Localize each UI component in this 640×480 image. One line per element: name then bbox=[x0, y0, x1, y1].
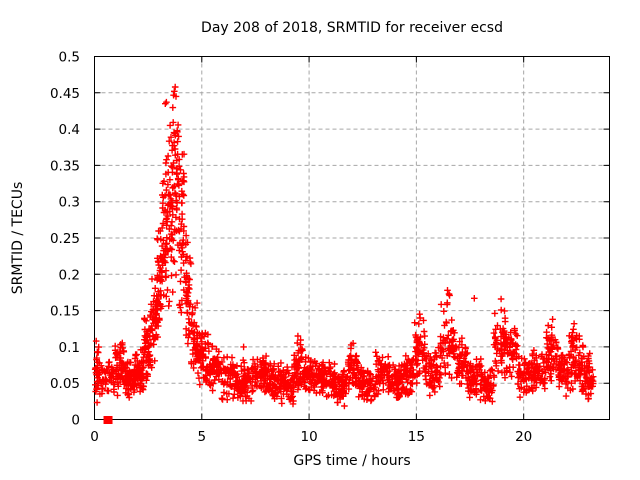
y-tick-label: 0.1 bbox=[59, 340, 80, 356]
filled-square-marker bbox=[103, 416, 113, 424]
x-axis-label: GPS time / hours bbox=[293, 453, 410, 469]
scatter-points bbox=[91, 83, 597, 424]
y-axis-label: SRMTID / TECUs bbox=[10, 182, 26, 295]
x-tick-label: 0 bbox=[90, 429, 99, 445]
tick-labels: 0 5 10 15 20 0 0.05 0.1 0.15 0.2 0.25 0.3 0.35 0.4 0.4… bbox=[50, 50, 532, 446]
plot-border bbox=[94, 56, 610, 420]
y-tick-label: 0 bbox=[71, 413, 80, 429]
y-tick-label: 0.3 bbox=[59, 195, 80, 211]
y-tick-label: 0.4 bbox=[59, 122, 80, 138]
y-tick-label: 0.35 bbox=[50, 158, 80, 174]
y-tick-label: 0.5 bbox=[59, 50, 80, 66]
y-tick-label: 0.2 bbox=[59, 267, 80, 283]
y-tick-label: 0.05 bbox=[50, 376, 80, 392]
x-tick-label: 15 bbox=[408, 429, 425, 445]
y-tick-label: 0.45 bbox=[50, 86, 80, 102]
data-points bbox=[91, 83, 597, 410]
y-tick-label: 0.25 bbox=[50, 231, 80, 247]
y-tick-label: 0.15 bbox=[50, 304, 80, 320]
x-tick-label: 5 bbox=[197, 429, 206, 445]
x-tick-label: 10 bbox=[300, 429, 317, 445]
x-tick-label: 20 bbox=[515, 429, 532, 445]
chart-title: Day 208 of 2018, SRMTID for receiver ecs… bbox=[201, 20, 503, 36]
